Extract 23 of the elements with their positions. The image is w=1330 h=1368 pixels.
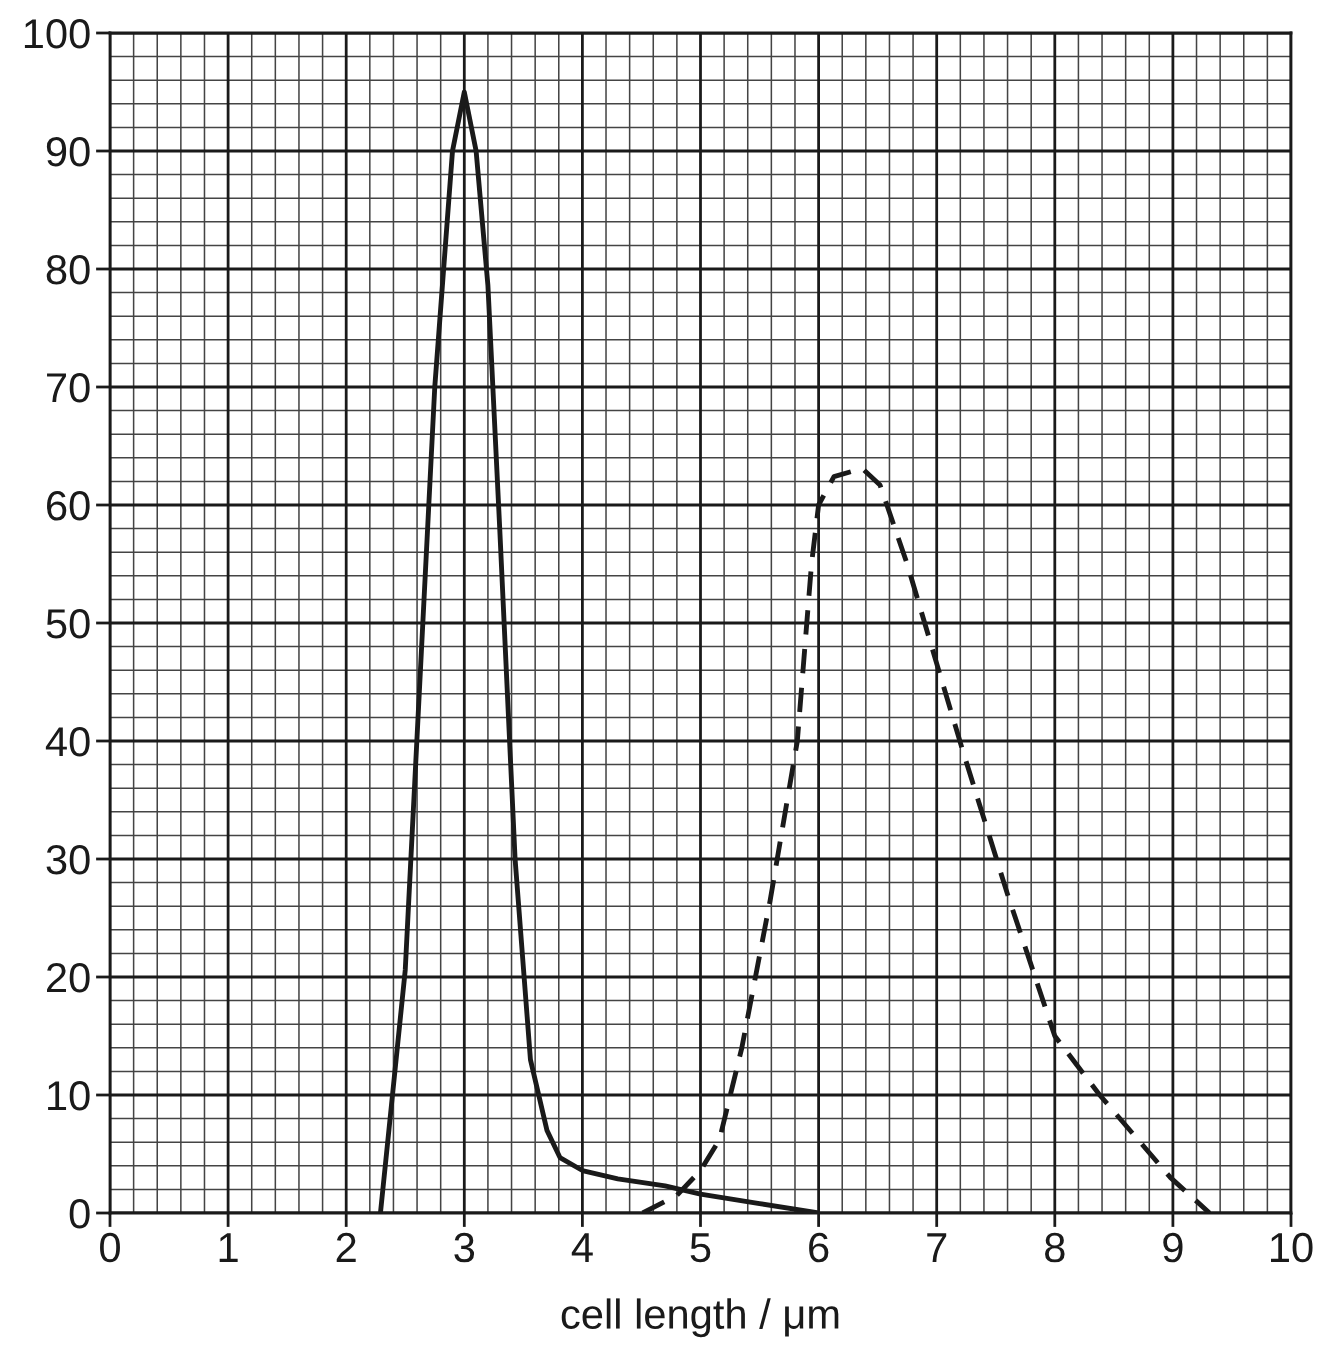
y-tick-label: 20 bbox=[47, 963, 90, 993]
x-tick-label: 3 bbox=[454, 1232, 475, 1263]
y-tick-label: 10 bbox=[48, 1081, 90, 1111]
x-tick-label: 1 bbox=[219, 1233, 238, 1262]
x-axis-title: cell length / μm bbox=[561, 1298, 839, 1338]
x-tick-label: 2 bbox=[336, 1232, 356, 1262]
y-tick-label: 100 bbox=[24, 19, 90, 49]
y-tick-label: 70 bbox=[47, 373, 90, 403]
y-tick-label: 90 bbox=[46, 137, 90, 167]
y-tick-label: 40 bbox=[45, 727, 90, 757]
y-tick-label: 60 bbox=[47, 491, 90, 521]
x-tick-label: 7 bbox=[927, 1233, 947, 1262]
y-tick-label: 30 bbox=[46, 845, 90, 875]
x-tick-label: 8 bbox=[1045, 1232, 1065, 1263]
x-tick-label: 9 bbox=[1163, 1232, 1183, 1263]
x-tick-label: 10 bbox=[1271, 1232, 1313, 1263]
x-tick-label: 0 bbox=[100, 1232, 120, 1263]
y-tick-label: 0 bbox=[69, 1199, 90, 1229]
y-tick-label: 80 bbox=[46, 255, 90, 285]
y-tick-label: 50 bbox=[46, 609, 90, 639]
x-tick-label: 6 bbox=[809, 1232, 829, 1263]
x-tick-label: 4 bbox=[571, 1233, 593, 1262]
x-tick-label: 5 bbox=[690, 1233, 711, 1263]
